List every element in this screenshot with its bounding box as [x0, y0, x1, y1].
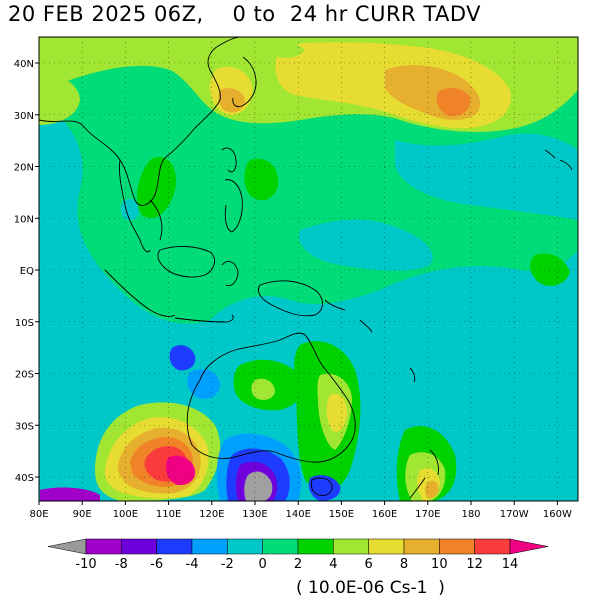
colorbar-label: -4 — [186, 557, 199, 572]
field-lightgreen-west — [39, 70, 80, 125]
colorbar-underflow — [47, 538, 87, 555]
colorbar: -10 -8 -6 -4 -2 0 2 4 6 8 10 12 14 — [47, 538, 549, 572]
map-frame — [38, 36, 579, 502]
lat-tick-label: 10S — [15, 318, 34, 329]
colorbar-box — [474, 538, 511, 555]
field-lightgreen-aus-interior — [251, 378, 275, 400]
colorbar-box — [403, 538, 440, 555]
coast-new-guinea — [257, 280, 323, 317]
lat-tick-label: 40N — [14, 59, 34, 70]
lat-tick-label: 30N — [14, 111, 34, 122]
title-range: 0 to 24 hr CURR TADV — [232, 2, 482, 26]
lon-tick-label: 130E — [242, 509, 267, 520]
colorbar-label: 12 — [466, 557, 483, 572]
coast-sulawesi — [221, 261, 239, 287]
colorbar-label: 8 — [400, 557, 408, 572]
colorbar-box — [333, 538, 369, 555]
lon-tick-label: 170E — [415, 509, 440, 520]
coastlines — [39, 37, 573, 499]
colorbar-units: ( 10.0E-06 Cs-1 ) — [296, 578, 445, 598]
coast-taiwan-luzon — [221, 147, 237, 173]
colorbar-box — [121, 538, 157, 555]
field-green-east — [530, 253, 570, 286]
lon-tick-label: 140E — [285, 509, 310, 520]
field-magenta-sw — [166, 455, 196, 486]
contour-field — [39, 37, 578, 501]
colorbar-label: 4 — [329, 557, 337, 572]
colorbar-overflow — [509, 538, 549, 555]
colorbar-box — [297, 538, 334, 555]
lon-tick-label: 170W — [500, 509, 529, 520]
lon-tick-label: 120E — [199, 509, 224, 520]
lat-tick-label: 20N — [14, 163, 34, 174]
coast-malay — [119, 159, 151, 253]
longitude-axis: 80E 90E 100E 110E 120E 130E 140E 150E 160E 170E 18… — [29, 501, 572, 520]
field-grey-s — [244, 471, 273, 501]
field-yellow-eaus — [326, 393, 348, 433]
colorbar-label: -10 — [75, 557, 96, 572]
lat-tick-label: EQ — [20, 266, 34, 277]
title-date: 20 FEB 2025 06Z, — [8, 2, 204, 26]
field-purple-sw-corner — [40, 487, 100, 501]
colorbar-label: 14 — [502, 557, 519, 572]
colorbar-label: 0 — [259, 557, 267, 572]
field-green-indochina — [136, 156, 176, 219]
coast-japan — [232, 56, 257, 108]
lon-tick-label: 160W — [543, 509, 572, 520]
coast-new-zealand — [409, 449, 439, 499]
field-darkorange-north-pacific — [436, 88, 471, 117]
field-lightgreen-ne-asia — [254, 38, 305, 58]
coast-indochina-south — [149, 199, 163, 241]
field-cyan-pacific — [299, 219, 433, 271]
lat-tick-label: 20S — [15, 370, 34, 381]
colorbar-box — [262, 538, 299, 555]
colorbar-label: 2 — [294, 557, 302, 572]
coast-pacific-islands — [324, 299, 416, 383]
field-orange-nz — [424, 480, 439, 499]
coast-borneo — [157, 246, 216, 278]
colorbar-box — [439, 538, 475, 555]
lon-tick-label: 90E — [73, 509, 92, 520]
lon-tick-label: 180 — [461, 509, 480, 520]
field-blue-wa — [169, 345, 196, 371]
lat-tick-label: 10N — [14, 214, 34, 225]
lon-tick-label: 150E — [329, 509, 354, 520]
coast-australia — [186, 332, 356, 463]
colorbar-label: -8 — [115, 557, 128, 572]
lon-tick-label: 110E — [156, 509, 181, 520]
field-green-philippines — [244, 158, 279, 201]
colorbar-label: 6 — [365, 557, 373, 572]
colorbar-label: -2 — [221, 557, 234, 572]
coast-asia-mainland — [39, 37, 241, 206]
colorbar-label: -6 — [150, 557, 163, 572]
map-title: 20 FEB 2025 06Z, 0 to 24 hr CURR TADV — [8, 2, 481, 26]
coast-philippines — [224, 179, 243, 233]
coast-sumatra — [104, 269, 176, 317]
lat-tick-label: 40S — [15, 473, 34, 484]
field-cyan-north-pacific — [395, 133, 578, 220]
lon-tick-label: 80E — [29, 509, 48, 520]
lon-tick-label: 100E — [113, 509, 138, 520]
colorbar-label: 10 — [431, 557, 448, 572]
coast-tasmania — [310, 477, 333, 496]
lat-tick-label: 30S — [15, 421, 34, 432]
colorbar-box — [368, 538, 405, 555]
colorbar-box — [227, 538, 263, 555]
latitude-axis: 40N 30N 20N 10N EQ 10S 20S 30S 40S — [14, 59, 39, 484]
field-lightblue-wa — [187, 369, 220, 399]
colorbar-box — [156, 538, 193, 555]
lon-tick-label: 160E — [372, 509, 397, 520]
coast-hawaii — [544, 149, 573, 171]
colorbar-box — [85, 538, 122, 555]
colorbar-box — [191, 538, 228, 555]
